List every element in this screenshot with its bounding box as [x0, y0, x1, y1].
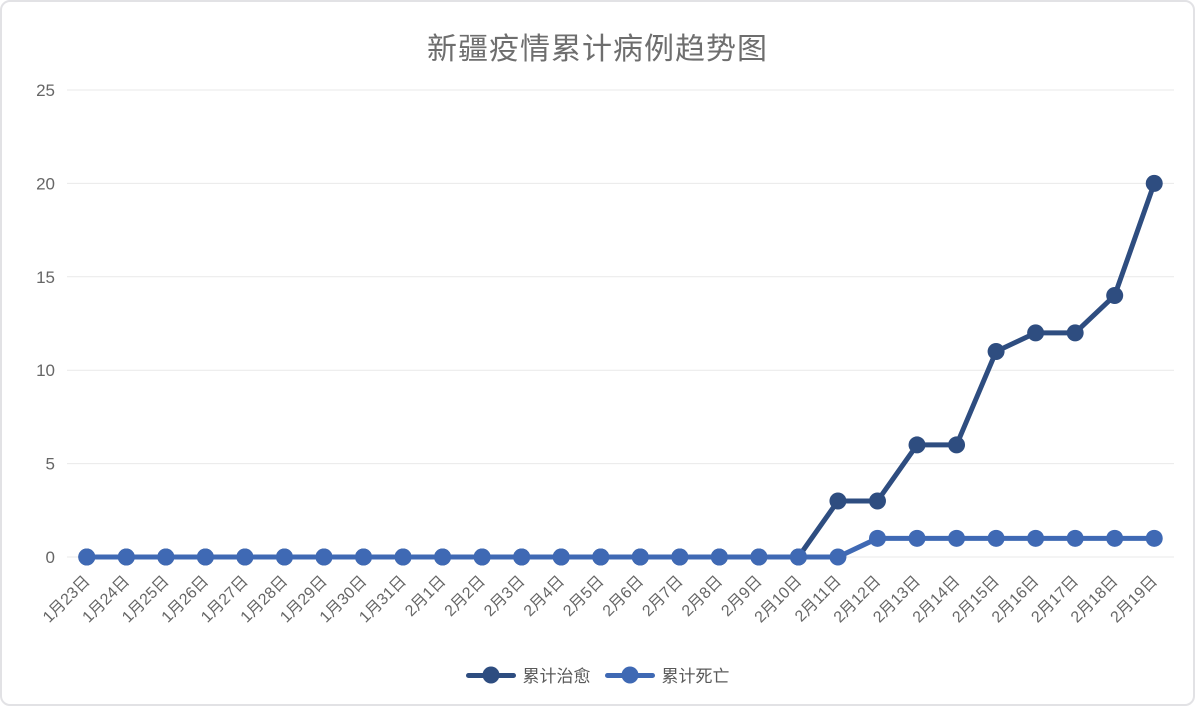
y-tick-label: 10	[36, 361, 55, 380]
series-2-marker	[78, 548, 96, 566]
x-tick-label: 2月5日	[560, 573, 607, 620]
series-2-marker	[196, 548, 214, 566]
series-2-marker	[157, 548, 175, 566]
x-tick-label: 2月6日	[600, 573, 647, 620]
series-1-marker	[987, 343, 1005, 361]
series-2-marker	[987, 529, 1005, 547]
grid-and-yaxis: 0 5 10 15 20 25	[36, 81, 1174, 567]
series-2-marker	[829, 548, 847, 566]
y-tick-label: 25	[36, 81, 55, 100]
series-2-marker	[275, 548, 293, 566]
x-tick-label: 2月7日	[639, 573, 686, 620]
series-2-marker	[473, 548, 491, 566]
series-2-marker	[117, 548, 135, 566]
legend-marker-cured-icon	[465, 666, 516, 684]
legend-marker-deaths-icon	[604, 666, 655, 684]
series-2-marker	[434, 548, 452, 566]
series-1-marker	[908, 436, 926, 454]
series-2-marker	[868, 529, 886, 547]
series-2-marker	[789, 548, 807, 566]
series-1-marker	[868, 492, 886, 510]
y-tick-label: 5	[46, 455, 55, 474]
series-2-marker	[750, 548, 768, 566]
chart-title: 新疆疫情累计病例趋势图	[427, 33, 768, 66]
legend-item-cumulative-deaths[interactable]: 累计死亡	[604, 662, 730, 687]
legend-item-cumulative-cured[interactable]: 累计治愈	[465, 662, 591, 687]
series-2-marker	[1106, 529, 1124, 547]
series-2-marker	[1066, 529, 1084, 547]
series-1-marker	[1106, 286, 1124, 304]
x-tick-label: 2月3日	[481, 573, 528, 620]
series-2-marker	[355, 548, 373, 566]
y-tick-label: 0	[46, 548, 55, 567]
series-1-marker	[1066, 324, 1084, 342]
series-1-marker	[1027, 324, 1045, 342]
series-2-marker	[948, 529, 966, 547]
series-2-marker	[710, 548, 728, 566]
y-tick-label: 15	[36, 268, 55, 287]
series-1-marker	[948, 436, 966, 454]
x-tick-label: 2月4日	[521, 573, 568, 620]
series-2-marker	[908, 529, 926, 547]
series-layer	[78, 174, 1163, 566]
xaxis-labels: 1月23日1月24日1月25日1月26日1月27日1月28日1月29日1月30日…	[40, 573, 1161, 627]
chart-legend: 累计治愈 累计死亡	[2, 662, 1193, 687]
series-2-marker	[552, 548, 570, 566]
y-tick-label: 20	[36, 174, 55, 193]
series-1-marker	[1145, 174, 1163, 192]
series-2-marker	[513, 548, 531, 566]
series-2-marker	[592, 548, 610, 566]
x-tick-label: 2月8日	[679, 573, 726, 620]
legend-label-cumulative-deaths: 累计死亡	[661, 667, 730, 686]
x-tick-label: 2月2日	[442, 573, 489, 620]
series-2-marker	[671, 548, 689, 566]
series-1-marker	[829, 492, 847, 510]
series-2-marker	[315, 548, 333, 566]
x-tick-label: 2月1日	[402, 573, 449, 620]
legend-label-cumulative-cured: 累计治愈	[522, 667, 591, 686]
series-2-marker	[631, 548, 649, 566]
series-2-marker	[1027, 529, 1045, 547]
series-2-marker	[394, 548, 412, 566]
series-2-marker	[1145, 529, 1163, 547]
series-2-line	[84, 535, 1157, 560]
series-2-marker	[236, 548, 254, 566]
